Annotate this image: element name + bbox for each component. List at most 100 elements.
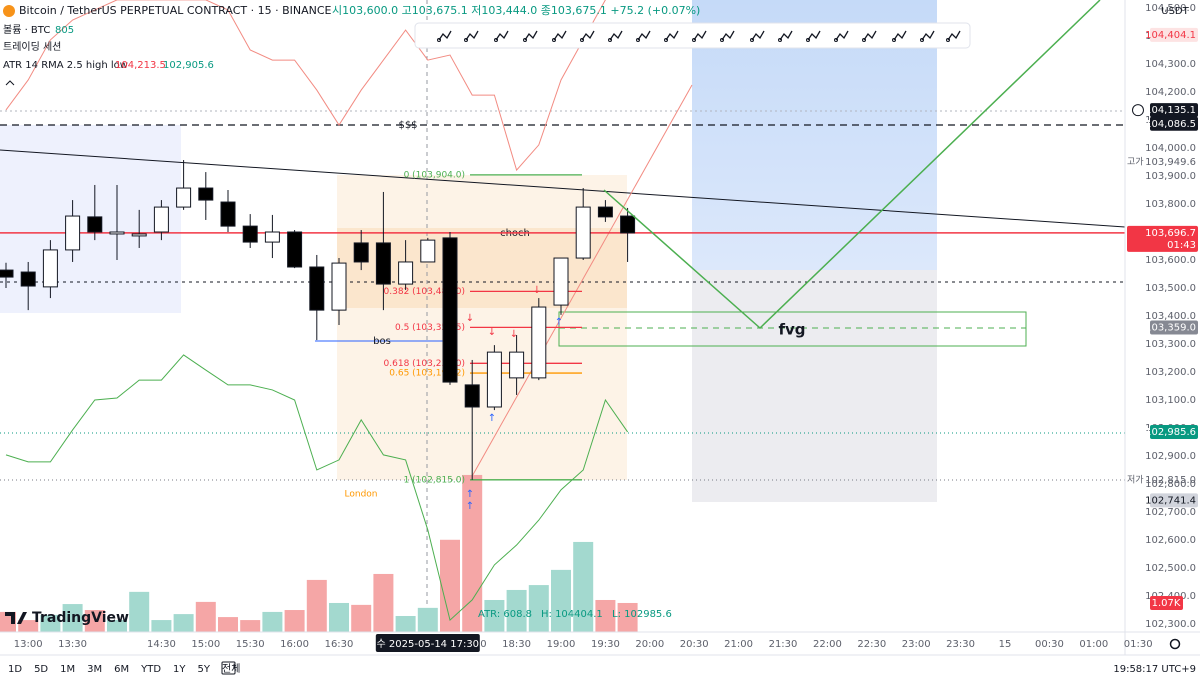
volume-bar: [440, 539, 460, 632]
price-tag: 102,741.4: [1145, 495, 1196, 506]
timeframes: 1D 5D 1M 3M 6M YTD 1Y 5Y 전체: [8, 663, 240, 675]
y-tick-label: 104,500.0: [1145, 3, 1196, 14]
y-tick-label: 104,000.0: [1145, 143, 1196, 154]
x-tick-label: 20:00: [635, 639, 664, 650]
y-tick-label: 103,900.0: [1145, 171, 1196, 182]
arrow-up: ↑: [466, 501, 474, 512]
price-tag-bg: [1150, 425, 1198, 440]
x-tick-label: 15:30: [236, 639, 265, 650]
timeframe-button[interactable]: 6M: [114, 664, 129, 675]
timeframe-button[interactable]: 전체: [222, 663, 240, 675]
fib-label: 0.618 (103,231.0): [384, 359, 465, 369]
volume-legend-value: 805: [55, 25, 74, 36]
x-tick-label: 01:30: [1124, 639, 1153, 650]
brand: TradingView: [32, 610, 129, 626]
timeframe-button[interactable]: 1D: [8, 664, 22, 675]
volume-bar: [173, 614, 194, 632]
timeframe-button[interactable]: 1M: [60, 664, 75, 675]
candle-body: [42, 249, 58, 288]
arrows: ↓ ↓ ↓ ↓ ↑ ↑ ↑ ↑: [466, 285, 563, 512]
volume-bar: [306, 579, 327, 632]
candle-body: [176, 187, 192, 208]
timeframe-button[interactable]: 3M: [87, 664, 102, 675]
candle-body: [131, 233, 147, 237]
atr-high: H: 104404.1: [541, 609, 603, 620]
candle-body: [620, 215, 636, 234]
currency[interactable]: USDT: [1161, 6, 1189, 17]
volume-bar: [417, 607, 438, 632]
arrow-up: ↑: [466, 489, 474, 500]
trend-line: [469, 84, 693, 481]
candles: [0, 160, 636, 480]
crosshair-label: 수 2025-05-14 17:30: [377, 638, 480, 650]
volume-bar: [395, 615, 416, 632]
price-tag-prefix: 고가: [1127, 157, 1144, 168]
candle-body: [486, 351, 502, 408]
timeframe-button[interactable]: 1Y: [173, 664, 186, 675]
candle-body: [87, 216, 103, 233]
y-tick-label: 103,600.0: [1145, 255, 1196, 266]
volume-bar: [262, 611, 283, 632]
volume-tag-bg: [1150, 595, 1183, 610]
settings-button[interactable]: [1169, 638, 1181, 650]
volume-bar: [351, 604, 372, 632]
arrow-down: ↓: [466, 313, 474, 324]
symbol[interactable]: Bitcoin / TetherUS PERPETUAL CONTRACT · …: [19, 4, 332, 17]
volume-bar: [551, 569, 571, 632]
alert-button[interactable]: [1132, 104, 1144, 117]
candle-body: [109, 231, 125, 235]
timeframe-button[interactable]: 5D: [34, 664, 48, 675]
collapse-button[interactable]: [5, 80, 15, 86]
volume-bar: [573, 541, 594, 632]
price-tag: 103,949.6: [1145, 157, 1196, 168]
fib-label: 1 (102,815.0): [404, 475, 465, 485]
candle-body: [464, 384, 480, 408]
volume-bar: [528, 585, 549, 632]
crosshair-bg: [375, 634, 480, 652]
date-range-button[interactable]: [221, 661, 236, 675]
countdown: 01:43: [1167, 240, 1196, 251]
fib-label: 0.65 (103,196.2): [389, 369, 465, 379]
volume-bar: [18, 620, 39, 632]
bos-label: bos: [373, 336, 391, 347]
price-tag-bg: [1150, 320, 1198, 335]
price-tag: 104,404.1: [1145, 30, 1196, 41]
candle-body: [509, 351, 525, 379]
symbol-icon: [3, 5, 15, 17]
y-tick-label: 103,800.0: [1145, 199, 1196, 210]
price-tag: 102,985.6: [1145, 427, 1196, 438]
x-tick-label: 16:00: [280, 639, 309, 650]
clock: 19:58:17 UTC+9: [1113, 664, 1196, 675]
x-tick-label: 23:00: [902, 639, 931, 650]
candle-body: [287, 231, 303, 268]
candle-body: [575, 206, 591, 259]
x-tick-label: 21:30: [769, 639, 798, 650]
fvg-label: fvg: [778, 321, 805, 339]
timeframe-button[interactable]: 5Y: [198, 664, 211, 675]
price-tag: 104,135.1: [1145, 105, 1196, 116]
timeframe-button[interactable]: YTD: [140, 664, 161, 675]
x-tick-label: 20:30: [680, 639, 709, 650]
atr-legend-high: 104,213.5: [115, 60, 166, 71]
y-tick-label: 102,700.0: [1145, 507, 1196, 518]
projection-path: [603, 0, 1101, 330]
fib-label: 0.382 (103,488.0): [384, 287, 465, 297]
candle-body: [597, 206, 613, 218]
volume-bar: [195, 601, 216, 632]
arrow-up: ↑: [488, 413, 496, 424]
fib-label: 0 (103,904.0): [404, 170, 465, 180]
x-tick-label: 00:30: [1035, 639, 1064, 650]
x-tick-label: 13:30: [58, 639, 87, 650]
candle-body: [0, 269, 14, 278]
candle-body: [442, 237, 458, 383]
drawings-over: fvg ↓ ↓ ↓ ↓ ↑ ↑ ↑ ↑ ATR: 608.8 H: 104404…: [466, 0, 1101, 620]
price-tag-prefix: 저가: [1127, 474, 1144, 485]
trend-line: [0, 149, 1125, 228]
session-legend: 트레이딩 세션: [3, 41, 61, 53]
time-axis: 13:0013:3014:3015:0015:3016:0016:3018:00…: [14, 634, 1153, 652]
indicator-line: [5, 354, 629, 622]
y-tick-label: 103,300.0: [1145, 339, 1196, 350]
price-tag-bg: [1150, 27, 1198, 42]
volume-bar: [129, 591, 150, 632]
